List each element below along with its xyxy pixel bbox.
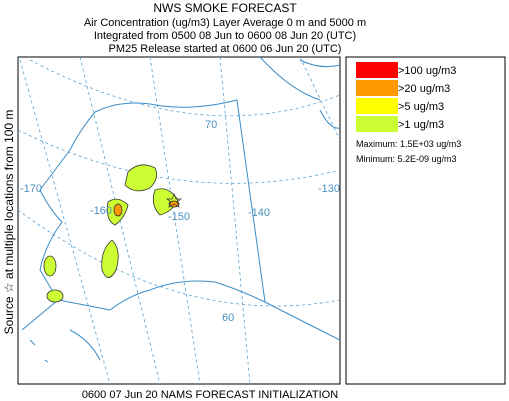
title: NWS SMOKE FORECAST — [153, 1, 297, 15]
legend-label: >100 ug/m3 — [398, 65, 456, 77]
map-label: -160 — [90, 205, 112, 217]
side-label: Source ☆ at multiple locations from 100 … — [2, 110, 16, 335]
map-label: -130 — [318, 183, 340, 195]
legend-label: >20 ug/m3 — [398, 83, 450, 95]
subtitle: Integrated from 0500 08 Jun to 0600 08 J… — [94, 30, 356, 42]
map-label: -150 — [168, 211, 190, 223]
subtitle: Air Concentration (ug/m3) Layer Average … — [84, 17, 366, 29]
map-label: -140 — [248, 207, 270, 219]
coastline — [21, 57, 340, 363]
legend-label: >5 ug/m3 — [398, 101, 444, 113]
map-frame — [17, 56, 341, 385]
legend-swatch — [356, 80, 398, 96]
footer: 0600 07 Jun 20 NAMS FORECAST INITIALIZAT… — [82, 389, 338, 401]
legend: Maximum: 1.5E+03 ug/m3 Minimum: 5.2E-09 … — [345, 56, 506, 385]
map-label: 70 — [205, 119, 217, 131]
map-label: 60 — [222, 312, 234, 324]
legend-swatch — [356, 98, 398, 114]
legend-min: Minimum: 5.2E-09 ug/m3 — [356, 154, 457, 164]
subtitle: PM25 Release started at 0600 06 Jun 20 (… — [109, 43, 342, 55]
legend-label: >1 ug/m3 — [398, 119, 444, 131]
graticule — [18, 57, 340, 384]
map-label: -170 — [20, 183, 42, 195]
smoke-plume — [43, 164, 183, 303]
map: -170 -160 -150 -140 -130 70 60 — [17, 56, 341, 385]
legend-swatch — [356, 116, 398, 132]
legend-swatch — [356, 62, 398, 78]
legend-max: Maximum: 1.5E+03 ug/m3 — [356, 139, 461, 149]
